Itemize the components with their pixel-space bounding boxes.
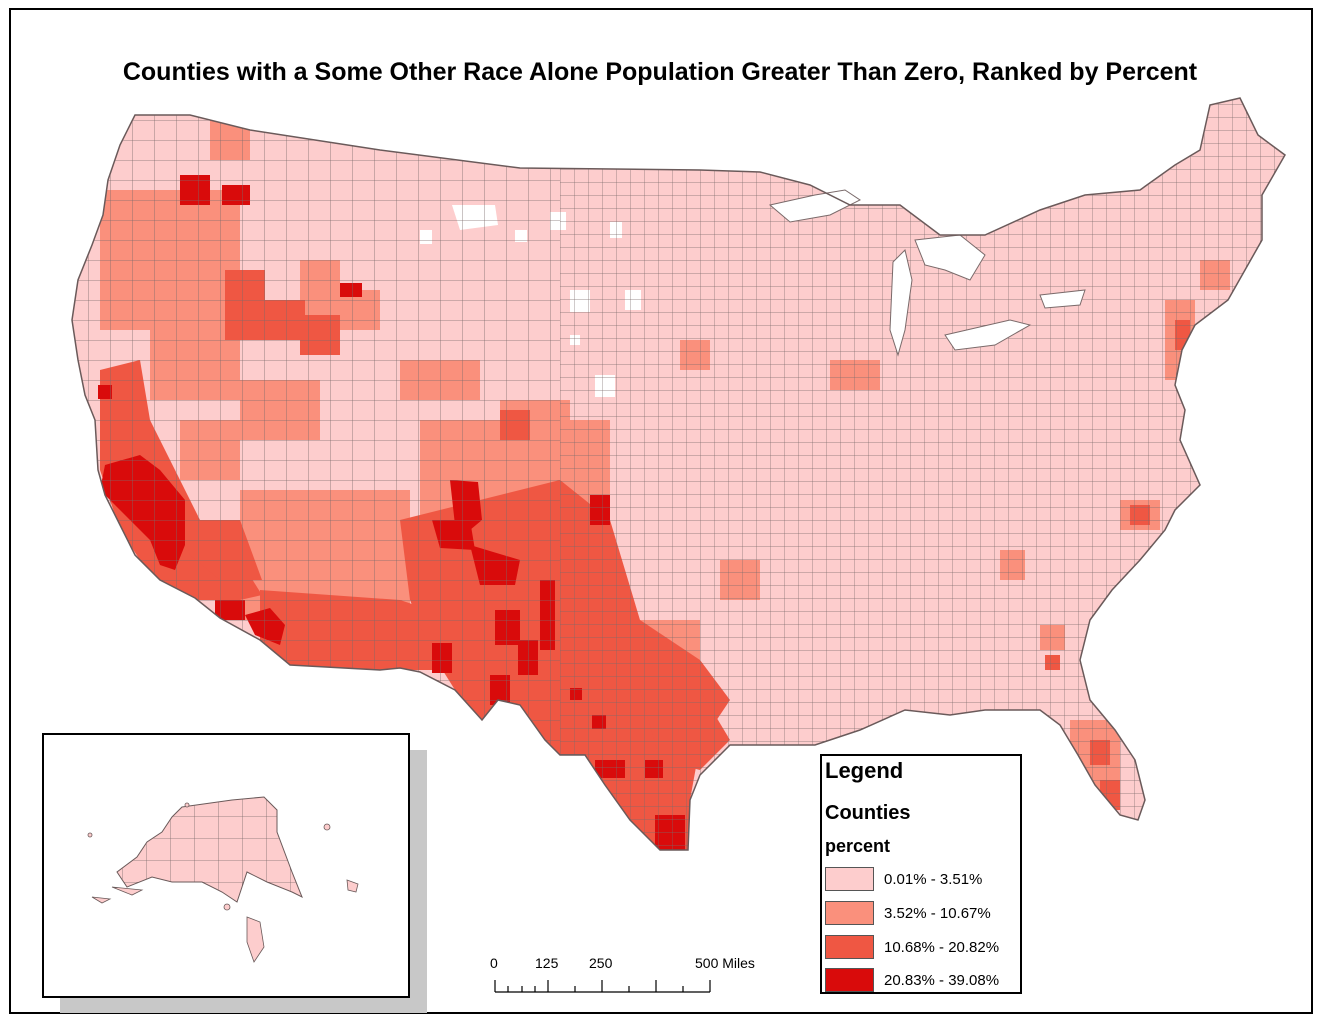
- scale-bar: 0 125 250 500 Miles: [480, 955, 780, 1000]
- scale-ruler: [494, 980, 711, 993]
- alaska-map: [87, 796, 359, 963]
- legend-label-class-1: 0.01% - 3.51%: [884, 870, 983, 888]
- legend-swatch-class-1: [825, 867, 874, 891]
- legend-item-class-3: 10.68% - 20.82%: [825, 934, 999, 960]
- legend-box: Legend Counties percent 0.01% - 3.51% 3.…: [820, 754, 1022, 994]
- scale-label-250: 250: [589, 955, 613, 971]
- legend-swatch-class-3: [825, 935, 874, 959]
- map-frame: [9, 8, 1313, 1014]
- map-title: Counties with a Some Other Race Alone Po…: [122, 58, 1198, 86]
- legend-label-class-4: 20.83% - 39.08%: [884, 971, 1000, 989]
- scale-label-0: 0: [490, 955, 498, 971]
- legend-label-class-2: 3.52% - 10.67%: [884, 904, 991, 922]
- legend-swatch-class-2: [825, 901, 874, 925]
- legend-item-class-1: 0.01% - 3.51%: [825, 866, 982, 892]
- legend-title: Legend: [825, 758, 904, 783]
- scale-label-500: 500 Miles: [695, 955, 755, 971]
- legend-label-class-3: 10.68% - 20.82%: [884, 938, 1000, 956]
- legend-layer-name: Counties: [825, 802, 911, 824]
- legend-item-class-2: 3.52% - 10.67%: [825, 900, 991, 926]
- scale-label-125: 125: [535, 955, 559, 971]
- legend-item-class-4: 20.83% - 39.08%: [825, 967, 999, 993]
- legend-swatch-class-4: [825, 968, 874, 992]
- legend-field-name: percent: [825, 836, 891, 856]
- alaska-inset: [42, 733, 410, 998]
